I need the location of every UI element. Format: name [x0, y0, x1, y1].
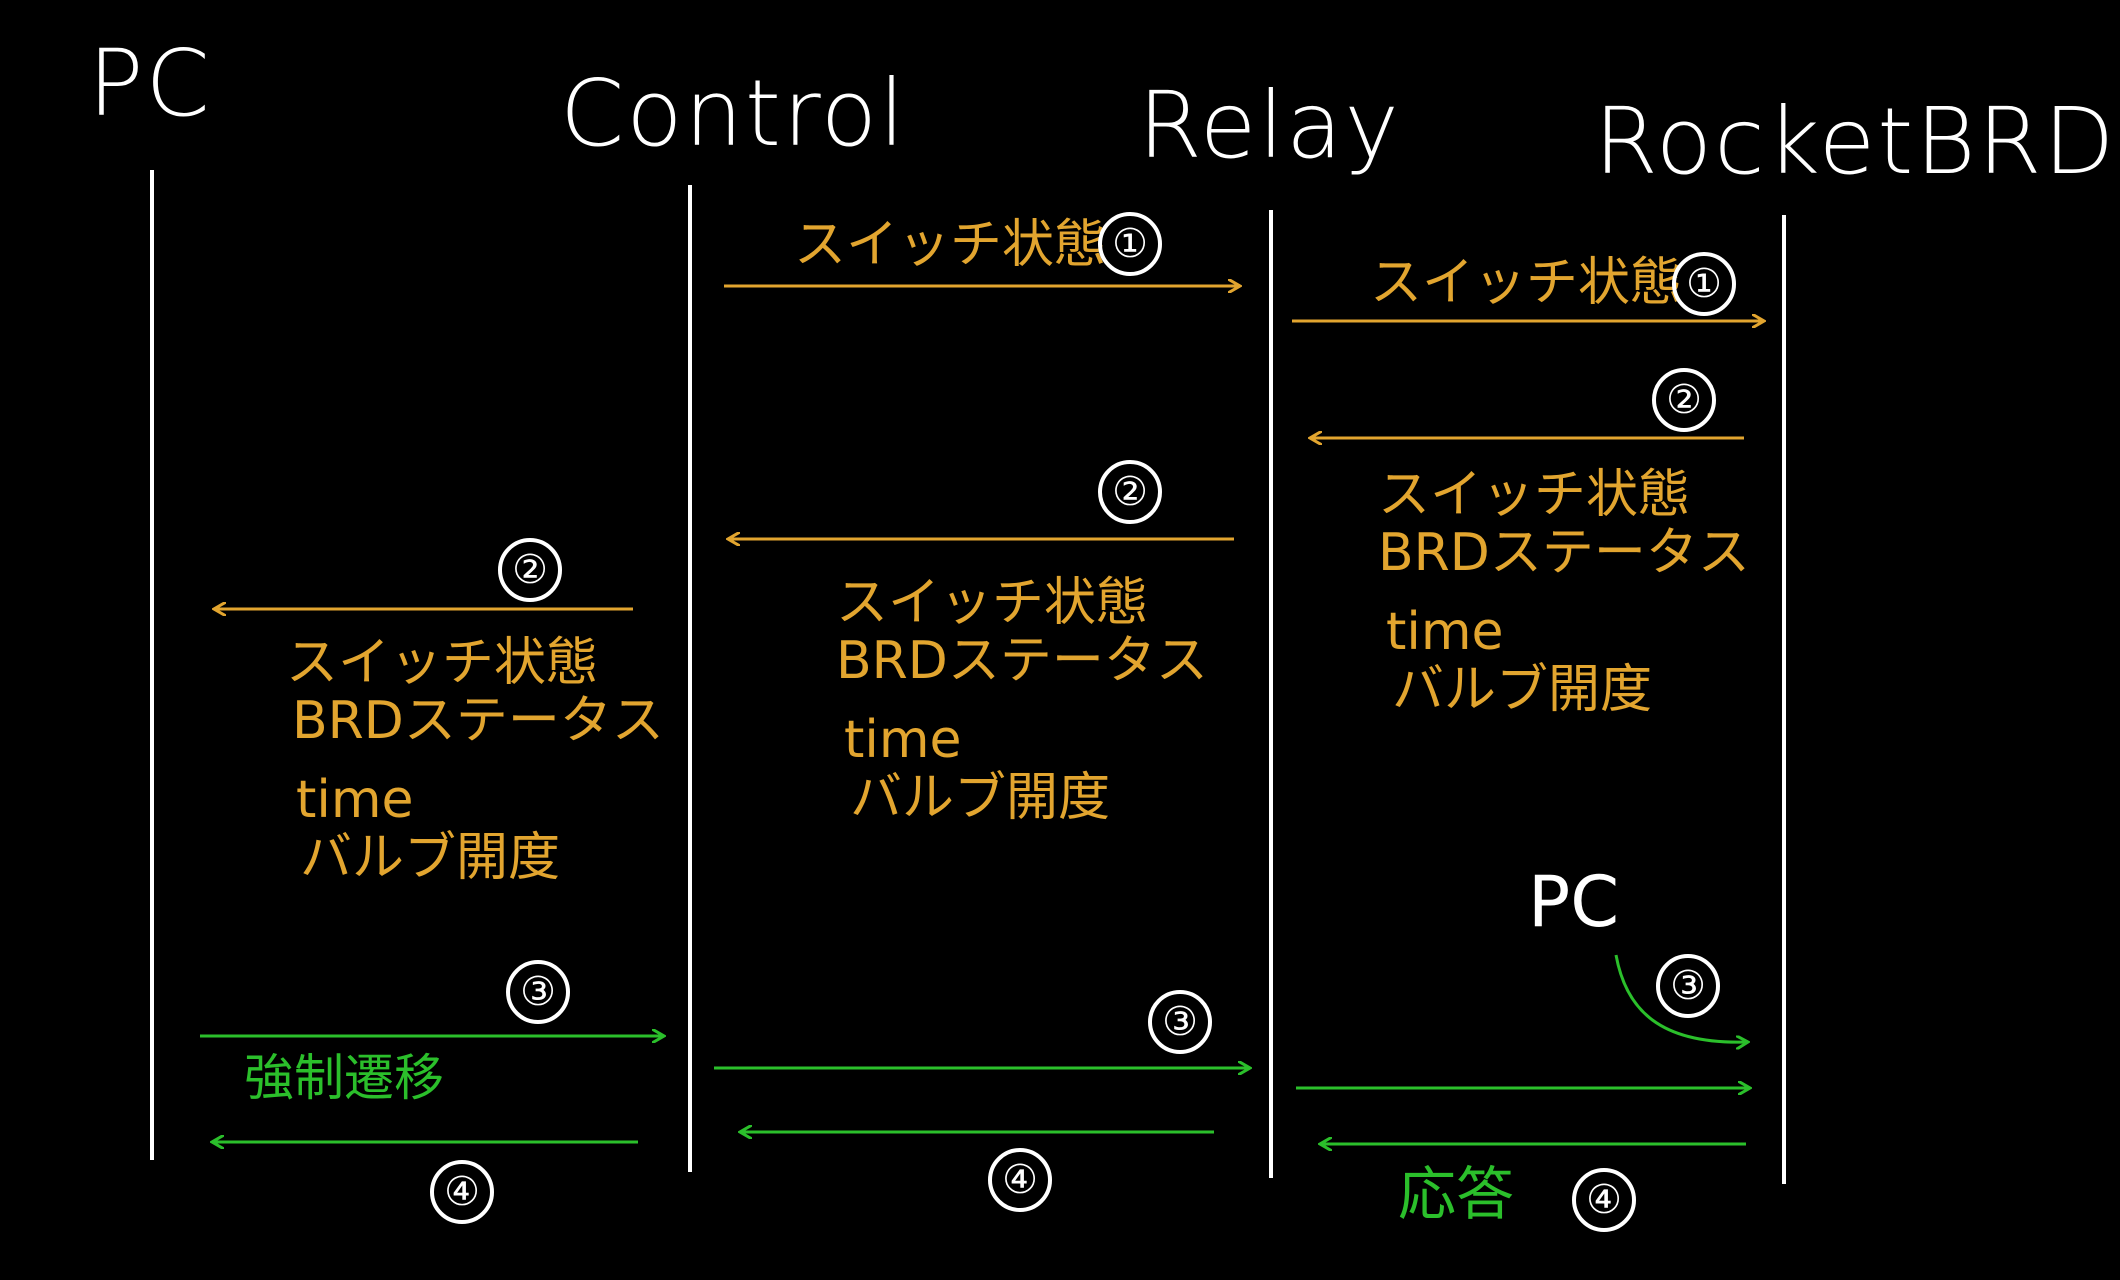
payload-control-to-pc: スイッチ状態 BRDステータス time バルブ開度: [286, 632, 664, 890]
label-pc-note: PC: [1528, 861, 1620, 943]
payload-brd-status: BRDステータス: [292, 691, 664, 752]
step-number-2: ②: [1652, 368, 1716, 432]
step-number-3: ③: [1656, 954, 1720, 1018]
payload-time: time: [296, 769, 414, 830]
step-number-4: ④: [1572, 1168, 1636, 1232]
payload-switch-state: スイッチ状態: [836, 573, 1149, 633]
actor-rocketbrd: RocketBRD: [1594, 88, 2117, 195]
step-number-1: ①: [1098, 212, 1162, 276]
step-number-3: ③: [506, 960, 570, 1024]
payload-relay-to-control: スイッチ状態 BRDステータス time バルブ開度: [836, 572, 1208, 830]
payload-valve: バルブ開度: [1392, 660, 1653, 721]
payload-time: time: [1386, 601, 1504, 662]
step-number-2: ②: [498, 538, 562, 602]
payload-valve: バルブ開度: [300, 828, 561, 889]
label-switch-state-control-relay: スイッチ状態: [794, 215, 1107, 275]
msg-pc-curve-3: [1614, 954, 1748, 1042]
step-number-1: ①: [1672, 252, 1736, 316]
payload-switch-state: スイッチ状態: [286, 633, 599, 693]
step-number-4: ④: [988, 1148, 1052, 1212]
step-number-4: ④: [430, 1160, 494, 1224]
label-response: 応答: [1398, 1160, 1515, 1228]
actor-relay: Relay: [1138, 72, 1401, 179]
actor-pc: PC: [88, 30, 212, 137]
step-number-3: ③: [1148, 990, 1212, 1054]
payload-brd-status: BRDステータス: [836, 631, 1208, 692]
actor-control: Control: [560, 60, 907, 167]
label-switch-state-relay-rocket: スイッチ状態: [1370, 253, 1683, 313]
label-forced-transition: 強制遷移: [244, 1049, 444, 1107]
payload-rocket-to-relay: スイッチ状態 BRDステータス time バルブ開度: [1378, 464, 1750, 722]
payload-switch-state: スイッチ状態: [1378, 465, 1691, 525]
step-number-2: ②: [1098, 460, 1162, 524]
payload-valve: バルブ開度: [850, 768, 1111, 829]
payload-time: time: [844, 709, 962, 770]
payload-brd-status: BRDステータス: [1378, 523, 1750, 584]
